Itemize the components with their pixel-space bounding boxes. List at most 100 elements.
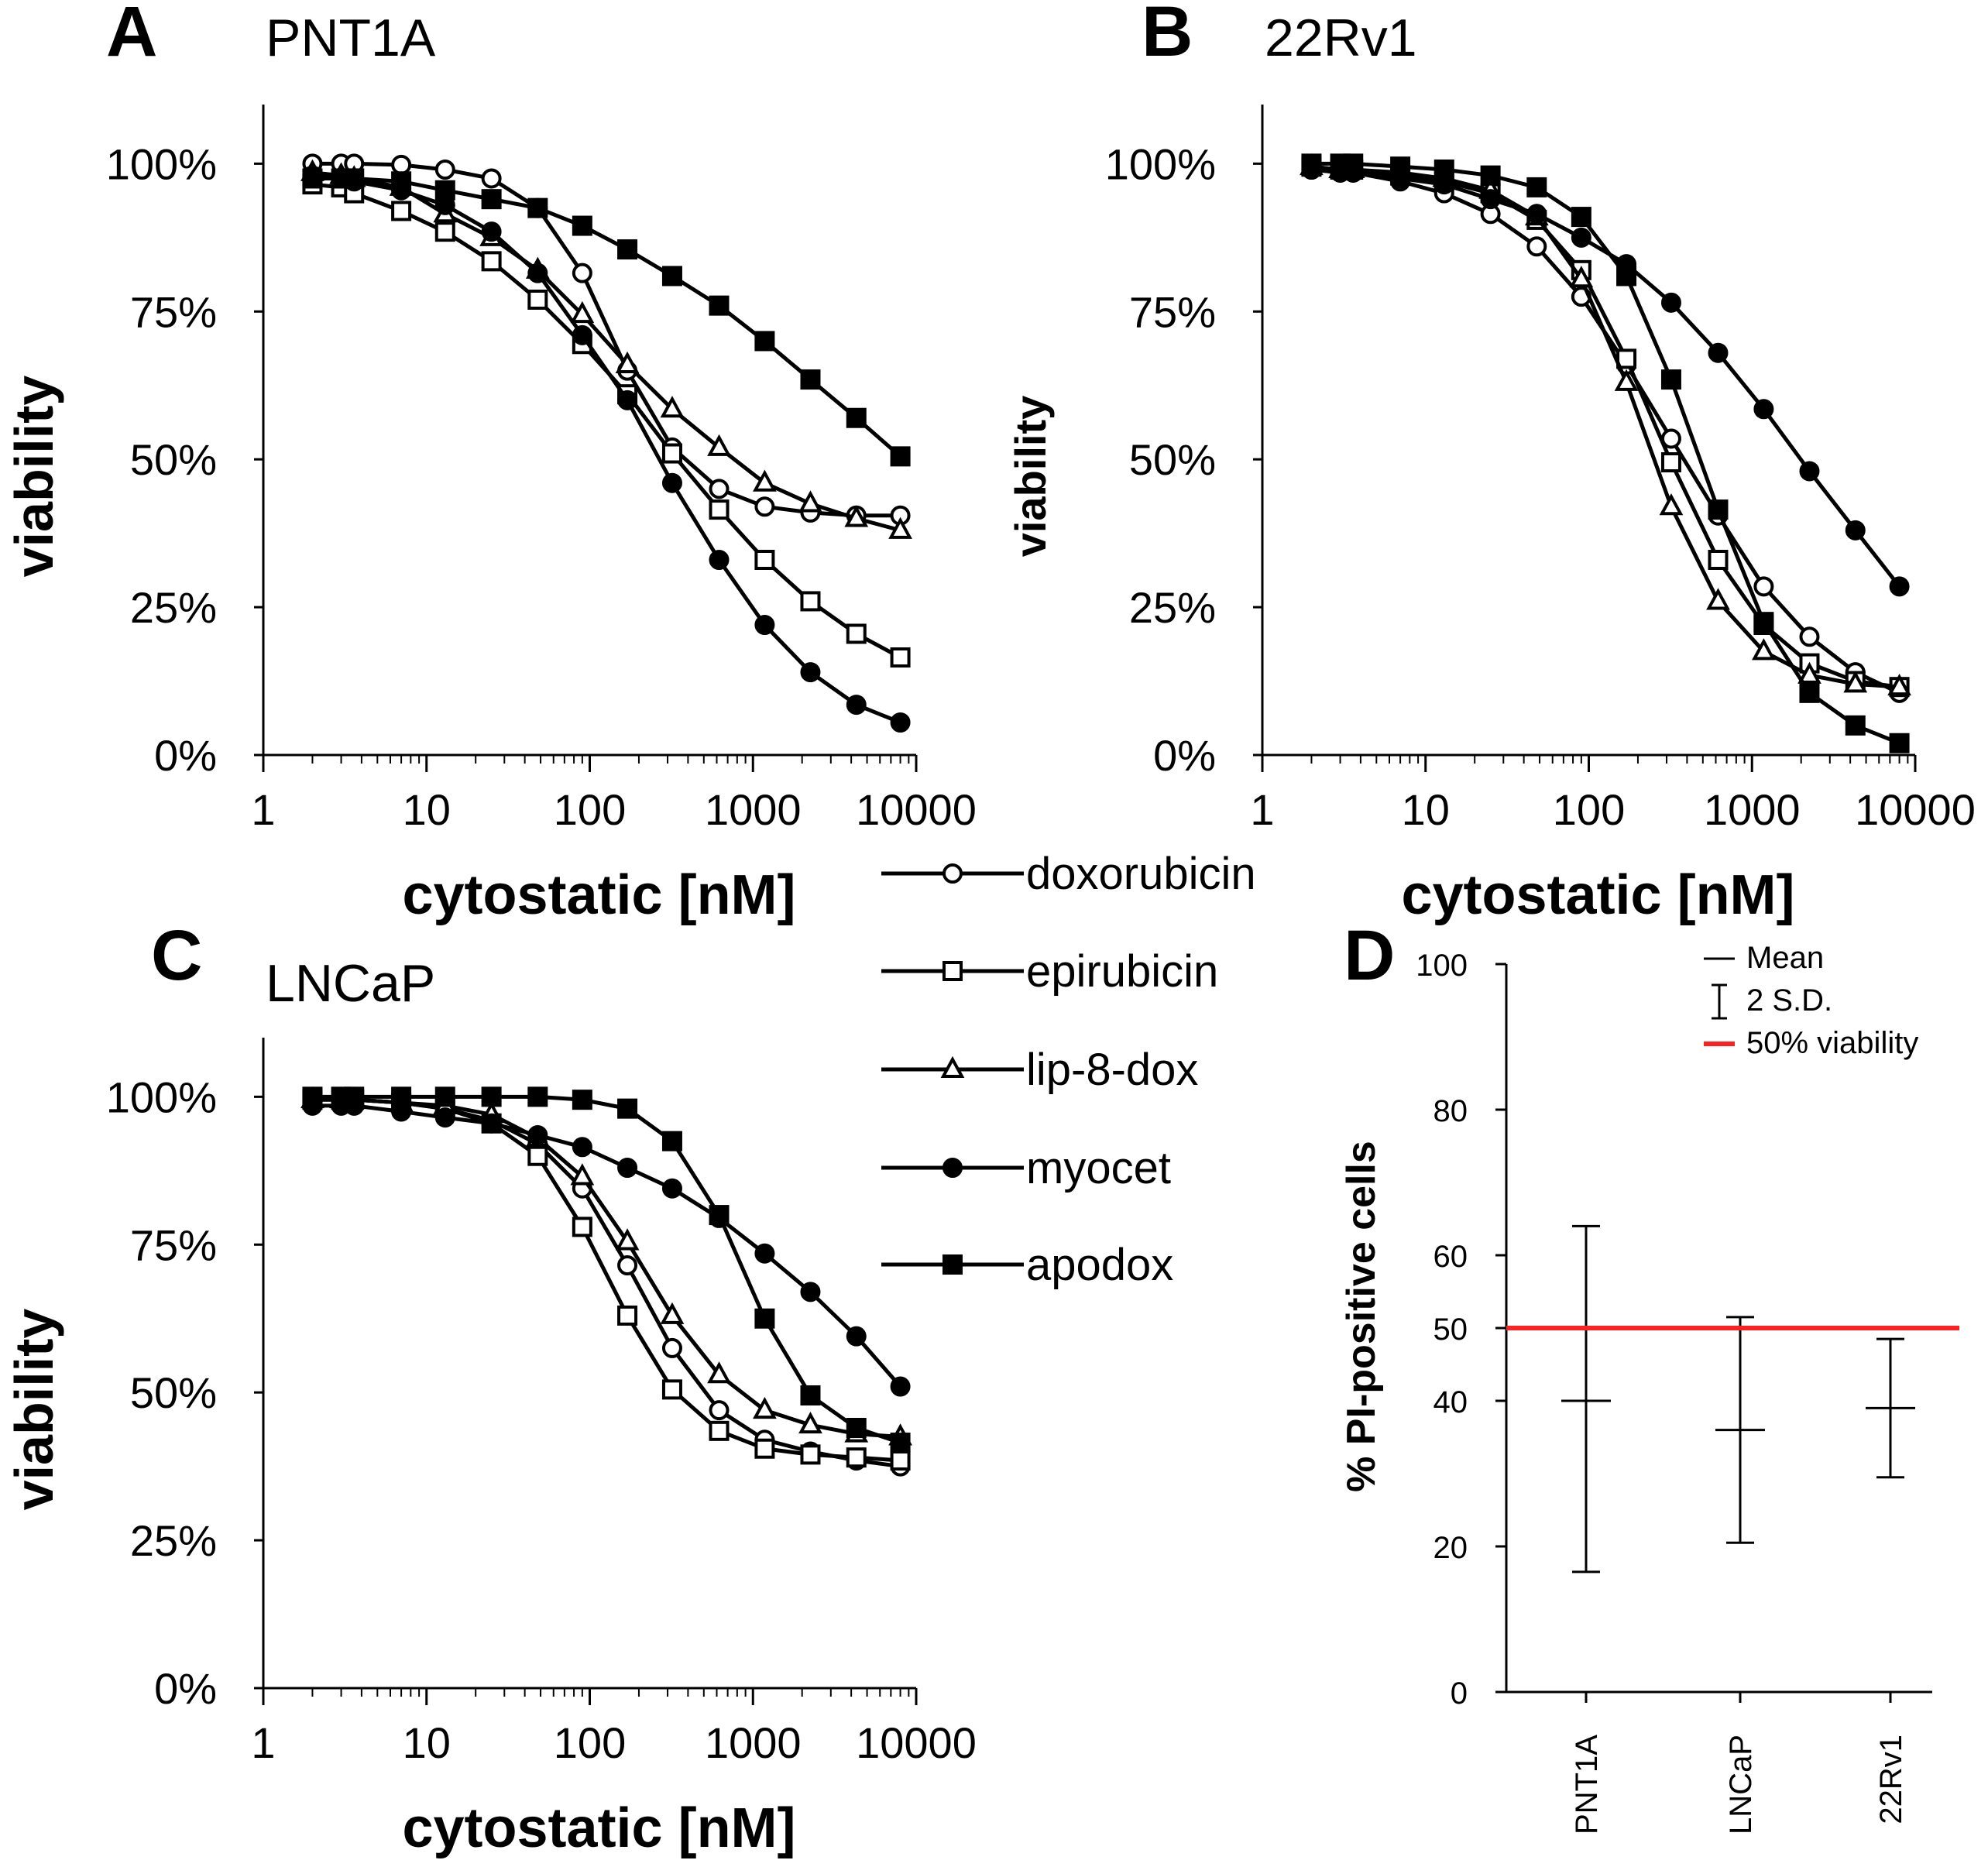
panel-b-point-apodox [1616, 266, 1637, 287]
panel-b-point-lip-8-dox [1752, 638, 1776, 661]
panel-c-point-myocet [661, 1178, 682, 1199]
panel-a-xtick-label: 1000 [705, 785, 802, 834]
panel-c-point-myocet [527, 1125, 548, 1145]
panel-d-ytick-label: 50 [1433, 1313, 1468, 1347]
panel-c-point-myocet [572, 1137, 592, 1158]
panel-a-point-apodox [481, 189, 502, 210]
panel-a-point-epirubicin [481, 251, 502, 272]
panel-c-ytick-label: 100% [106, 1072, 217, 1121]
panel-a-point-lip-8-dox [615, 351, 640, 373]
panel-b-point-apodox [1708, 499, 1729, 520]
panel-b-letter: B [1142, 0, 1193, 71]
panel-a-point-apodox [527, 197, 548, 218]
panel-b-title: 22Rv1 [1265, 9, 1417, 67]
panel-b-ytick-label: 50% [1129, 435, 1216, 484]
panel-a-letter: A [106, 0, 157, 71]
panel-a-xtick-label: 10000 [856, 785, 977, 834]
legend-marker-myocet [942, 1158, 963, 1178]
panel-b-point-lip-8-dox [1659, 493, 1684, 516]
legend-marker-epirubicin [942, 961, 963, 981]
panel-c-point-myocet [434, 1107, 455, 1128]
panel-a-point-lip-8-dox [660, 396, 685, 418]
panel-d-legend-label-2-s-d: 2 S.D. [1746, 983, 1832, 1018]
panel-c-point-myocet [800, 1282, 821, 1302]
panel-a-xtick-label: 1 [251, 785, 275, 834]
panel-b-point-apodox [1753, 612, 1774, 633]
panel-c-point-lip-8-dox [615, 1228, 640, 1251]
panel-a-line-epirubicin [312, 182, 901, 660]
panel-a-ytick-label: 75% [130, 287, 217, 336]
panel-b-point-myocet [1660, 292, 1681, 313]
panel-b-series-lip-8-dox [1300, 153, 1911, 696]
panel-d-y-axis-label: % PI-positive cells [1339, 1141, 1384, 1492]
panel-c-point-apodox [344, 1086, 365, 1107]
panel-b-point-myocet [1708, 342, 1729, 363]
panel-c-ytick-label: 0% [154, 1664, 217, 1713]
panel-b-point-apodox [1526, 177, 1547, 197]
panel-b-xtick-label: 10 [1402, 785, 1450, 834]
panel-a-point-lip-8-dox [798, 490, 822, 513]
panel-a-title: PNT1A [266, 9, 436, 67]
panel-d-ytick-label: 20 [1433, 1531, 1468, 1565]
legend-label-epirubicin: epirubicin [1026, 946, 1218, 997]
panel-a-point-doxorubicin [754, 496, 775, 517]
panel-a-point-epirubicin [754, 550, 775, 570]
panel-a-series-myocet [302, 165, 911, 733]
legend-marker-apodox [942, 1254, 963, 1275]
panel-a-point-lip-8-dox [888, 517, 912, 539]
panel-a-point-apodox [754, 331, 775, 352]
panel-b-point-apodox [1889, 733, 1910, 753]
panel-a-point-myocet [661, 472, 682, 493]
panel-c-point-apodox [754, 1308, 775, 1329]
panel-b-xtick-label: 100 [1553, 785, 1625, 834]
panel-c-point-lip-8-dox [660, 1302, 685, 1324]
panel-b-point-myocet [1799, 461, 1820, 482]
panel-c-point-myocet [846, 1326, 867, 1347]
panel-a-ytick-label: 100% [106, 139, 217, 188]
panel-a-point-apodox [391, 171, 412, 192]
panel-b-xtick-label: 1000 [1704, 785, 1801, 834]
panel-b-point-doxorubicin [1526, 236, 1547, 257]
panel-b-point-myocet [1480, 189, 1501, 210]
panel-b-point-lip-8-dox [1569, 266, 1594, 288]
panel-c-xtick-label: 1 [251, 1718, 275, 1767]
panel-c-point-lip-8-dox [798, 1412, 822, 1434]
panel-c-title: LNCaP [266, 954, 435, 1013]
panel-b-ytick-label: 100% [1105, 139, 1216, 188]
panel-b-point-apodox [1799, 682, 1820, 703]
panel-a-point-doxorubicin [434, 160, 455, 180]
panel-d-errorbar-lncap [1715, 1316, 1765, 1544]
panel-b-point-apodox [1390, 156, 1411, 177]
panel-a-point-apodox [709, 295, 730, 316]
panel-b-line-myocet [1311, 167, 1901, 588]
panel-c-point-apodox [481, 1086, 502, 1107]
panel-c-xtick-label: 1000 [705, 1718, 802, 1767]
panel-a-x-axis-label: cytostatic [nM] [402, 864, 795, 926]
panel-c-point-epirubicin [754, 1438, 775, 1459]
panel-a-point-epirubicin [434, 221, 455, 242]
panel-b-ytick-label: 75% [1129, 287, 1216, 336]
panel-a-point-epirubicin [527, 290, 548, 310]
panel-a-point-epirubicin [391, 201, 412, 221]
panel-a-point-apodox [846, 407, 867, 428]
panel-d-errorbar-22rv1 [1866, 1337, 1915, 1479]
panel-c-point-epirubicin [572, 1217, 592, 1237]
panel-a-point-apodox [800, 369, 821, 390]
panel-b-point-lip-8-dox [1843, 671, 1868, 693]
panel-c-point-myocet [890, 1376, 911, 1397]
panel-b-point-apodox [1480, 165, 1501, 186]
panel-b-y-axis-label: viability [1006, 396, 1055, 558]
panel-a-point-myocet [527, 263, 548, 283]
panel-a-point-apodox [344, 168, 365, 189]
panel-c-point-doxorubicin [661, 1337, 682, 1358]
panel-a-point-myocet [800, 662, 821, 683]
panel-d-ytick-label: 100 [1416, 949, 1468, 983]
panel-d-category-pnt1a: PNT1A [1570, 1735, 1604, 1834]
panel-c-point-epirubicin [846, 1447, 867, 1468]
panel-a-pnt1a: A PNT1A 0% 25% 50% 75% 100% 1 10 100 1000 10000 cyto… [4, 0, 977, 926]
panel-c-letter: C [151, 916, 202, 995]
panel-c-point-lip-8-dox [707, 1361, 731, 1384]
panel-c-xtick-label: 10 [403, 1718, 451, 1767]
panel-a-point-myocet [481, 221, 502, 242]
panel-b-line-lip-8-dox [1311, 164, 1900, 689]
